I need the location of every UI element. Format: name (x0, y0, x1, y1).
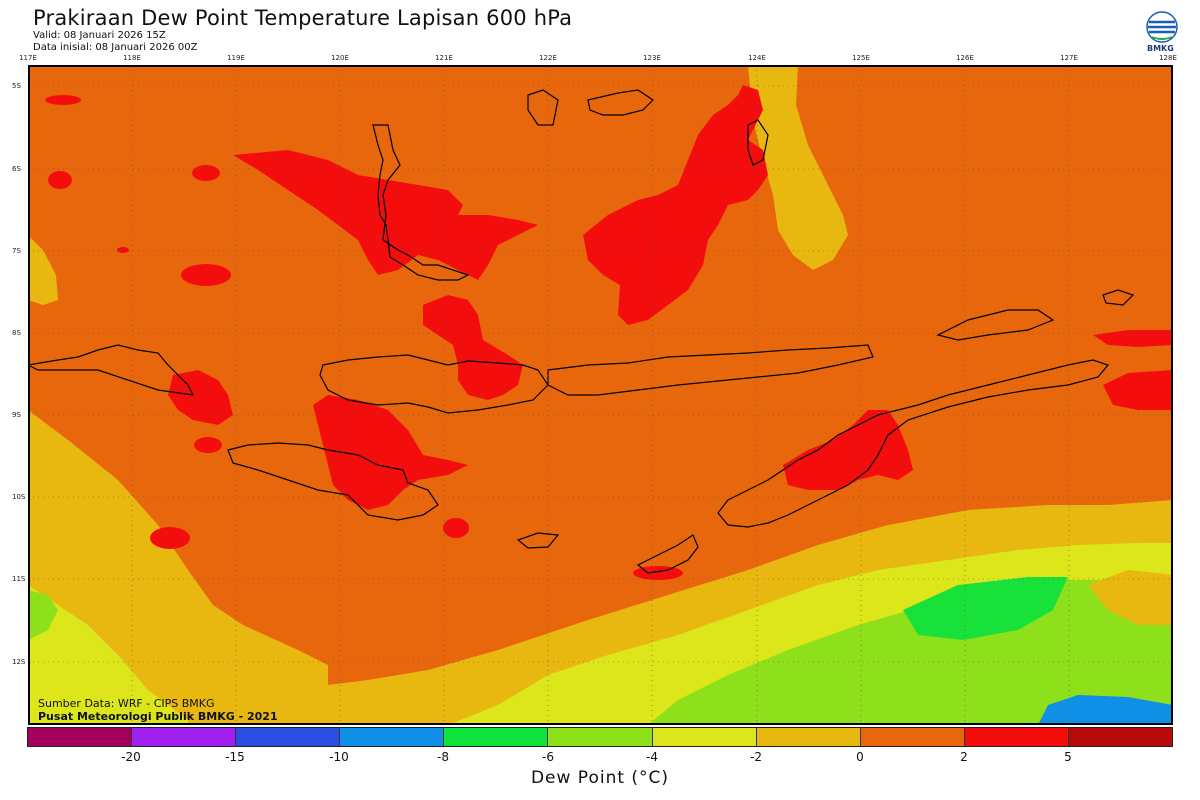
publisher-credit: Pusat Meteorologi Publik BMKG - 2021 (38, 710, 278, 723)
colorbar-segment-10 (1068, 728, 1173, 746)
coastlines (28, 89, 1135, 574)
lat-tick-5s: 5S (12, 82, 21, 90)
cb-label-neg20: -20 (121, 750, 141, 764)
lat-tick-7s: 7S (12, 247, 21, 255)
colorbar (27, 727, 1173, 747)
lon-tick-127e: 127E (1060, 54, 1078, 62)
map-title: Prakiraan Dew Point Temperature Lapisan … (33, 6, 573, 30)
field-blue-south (1038, 695, 1173, 725)
colorbar-segment-1 (132, 728, 237, 746)
field-red-sumbawa (423, 295, 523, 400)
field-red-blob-5 (117, 247, 129, 253)
lon-tick-121e: 121E (435, 54, 453, 62)
init-time: Data inisial: 08 Januari 2026 00Z (33, 42, 198, 53)
field-red-flores-sea (583, 85, 768, 325)
lon-tick-124e: 124E (748, 54, 766, 62)
field-red-blob-6 (194, 437, 222, 453)
cb-label-2: 2 (960, 750, 968, 764)
gridlines (28, 65, 1173, 725)
field-red-timor (783, 410, 913, 490)
lon-tick-122e: 122E (539, 54, 557, 62)
cb-label-0: 0 (856, 750, 864, 764)
dewpoint-map (28, 65, 1173, 725)
field-gold-west-edge (28, 235, 58, 305)
colorbar-segment-9 (964, 728, 1069, 746)
field-gold-southeast-pocket (1088, 570, 1173, 625)
lon-tick-126e: 126E (956, 54, 974, 62)
bmkg-logo-icon (1146, 11, 1178, 43)
colorbar-segment-5 (548, 728, 653, 746)
field-red-bali (168, 370, 233, 425)
lat-tick-10s: 10S (12, 493, 26, 501)
field-red-east-a (1093, 330, 1173, 347)
cb-label-neg8: -8 (437, 750, 449, 764)
lat-tick-6s: 6S (12, 165, 21, 173)
field-red-blob-2 (48, 171, 72, 189)
field-gold-east-tongue (748, 65, 848, 270)
colorbar-segment-8 (860, 728, 965, 746)
cb-label-5: 5 (1064, 750, 1072, 764)
lat-tick-12s: 12S (12, 658, 26, 666)
colorbar-segment-3 (340, 728, 445, 746)
lat-tick-8s: 8S (12, 329, 21, 337)
field-red-blob-9 (633, 566, 683, 580)
colorbar-segment-4 (444, 728, 549, 746)
field-lime-south (28, 577, 1173, 725)
field-red-blob-8 (443, 518, 469, 538)
field-green-south (903, 577, 1068, 640)
colorbar-segment-2 (236, 728, 341, 746)
map-frame (28, 65, 1173, 725)
field-red-blob-3 (192, 165, 220, 181)
colorbar-segment-7 (756, 728, 861, 746)
valid-time: Valid: 08 Januari 2026 15Z (33, 30, 166, 41)
lon-tick-118e: 118E (123, 54, 141, 62)
field-red-lombok (313, 395, 468, 510)
cb-label-neg4: -4 (646, 750, 658, 764)
lon-tick-123e: 123E (643, 54, 661, 62)
lat-tick-11s: 11S (12, 575, 26, 583)
lon-tick-125e: 125E (852, 54, 870, 62)
cb-label-neg6: -6 (542, 750, 554, 764)
lat-tick-9s: 9S (12, 411, 21, 419)
logo-label: BMKG (1147, 44, 1174, 53)
colorbar-title: Dew Point (°C) (530, 768, 670, 788)
lon-tick-120e: 120E (331, 54, 349, 62)
field-red-east-b (1103, 370, 1173, 410)
field-red-blob-7 (150, 527, 190, 549)
colorbar-segment-0 (28, 728, 133, 746)
data-source-credit: Sumber Data: WRF - CIPS BMKG (38, 697, 215, 710)
lon-tick-119e: 119E (227, 54, 245, 62)
colorbar-segment-6 (652, 728, 757, 746)
lon-tick-117e: 117E (19, 54, 37, 62)
field-red-blob-4 (181, 264, 231, 286)
cb-label-neg15: -15 (225, 750, 245, 764)
cb-label-neg2: -2 (750, 750, 762, 764)
lon-tick-128e: 128E (1159, 54, 1177, 62)
cb-label-neg10: -10 (329, 750, 349, 764)
field-red-blob-1 (45, 95, 81, 105)
